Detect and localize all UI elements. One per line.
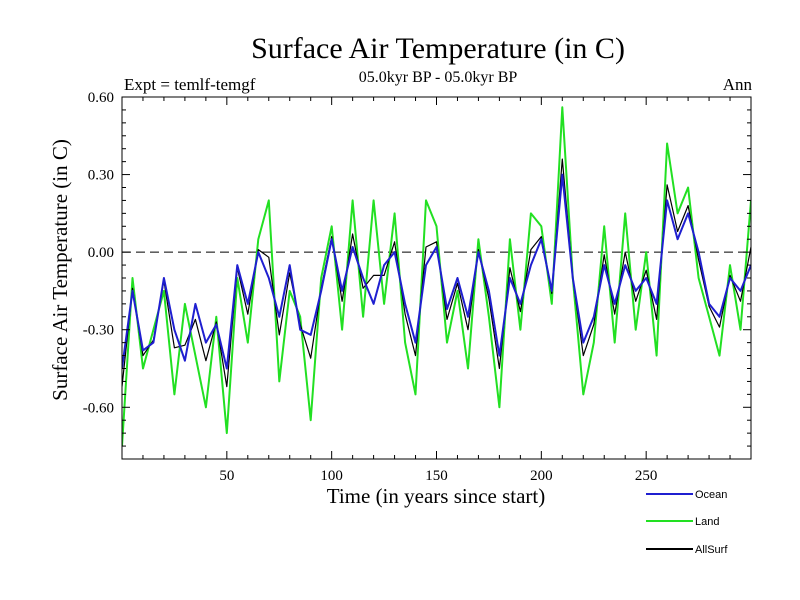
plot-area: 0.60 0.30 0.00 -0.30 -0.60 50 100 150 200 250: [83, 90, 752, 484]
series-line-allsurf: [122, 158, 751, 388]
x-tick-label: 50: [219, 468, 234, 484]
x-tick-label: 100: [320, 468, 343, 484]
y-tick-label: 0.30: [88, 168, 114, 184]
y-tick-label: 0.00: [88, 245, 114, 261]
x-tick-label: 250: [635, 468, 658, 484]
x-tick-label: 200: [530, 468, 553, 484]
plot-frame: [121, 96, 752, 460]
series-line-ocean: [122, 173, 751, 370]
y-tick-label: -0.30: [83, 323, 114, 339]
y-tick-label: 0.60: [88, 90, 114, 106]
x-tick-label: 150: [425, 468, 448, 484]
series-group: [122, 106, 751, 447]
right-label: Ann: [723, 75, 753, 94]
y-axis-label: Surface Air Temperature (in C): [48, 139, 72, 401]
ticks-group: 0.60 0.30 0.00 -0.30 -0.60 50 100 150 200 250: [83, 90, 751, 484]
chart-subtitle: 05.0kyr BP - 05.0kyr BP: [359, 69, 518, 86]
legend-label-ocean: Ocean: [695, 489, 727, 501]
series-line-land: [122, 106, 751, 447]
legend-label-land: Land: [695, 516, 719, 528]
x-axis-label: Time (in years since start): [327, 484, 546, 508]
legend-label-allsurf: AllSurf: [695, 544, 728, 556]
chart-title: Surface Air Temperature (in C): [251, 32, 625, 65]
legend: Ocean Land AllSurf: [646, 489, 728, 556]
left-label: Expt = temlf-temgf: [124, 75, 256, 94]
y-tick-label: -0.60: [83, 400, 114, 416]
